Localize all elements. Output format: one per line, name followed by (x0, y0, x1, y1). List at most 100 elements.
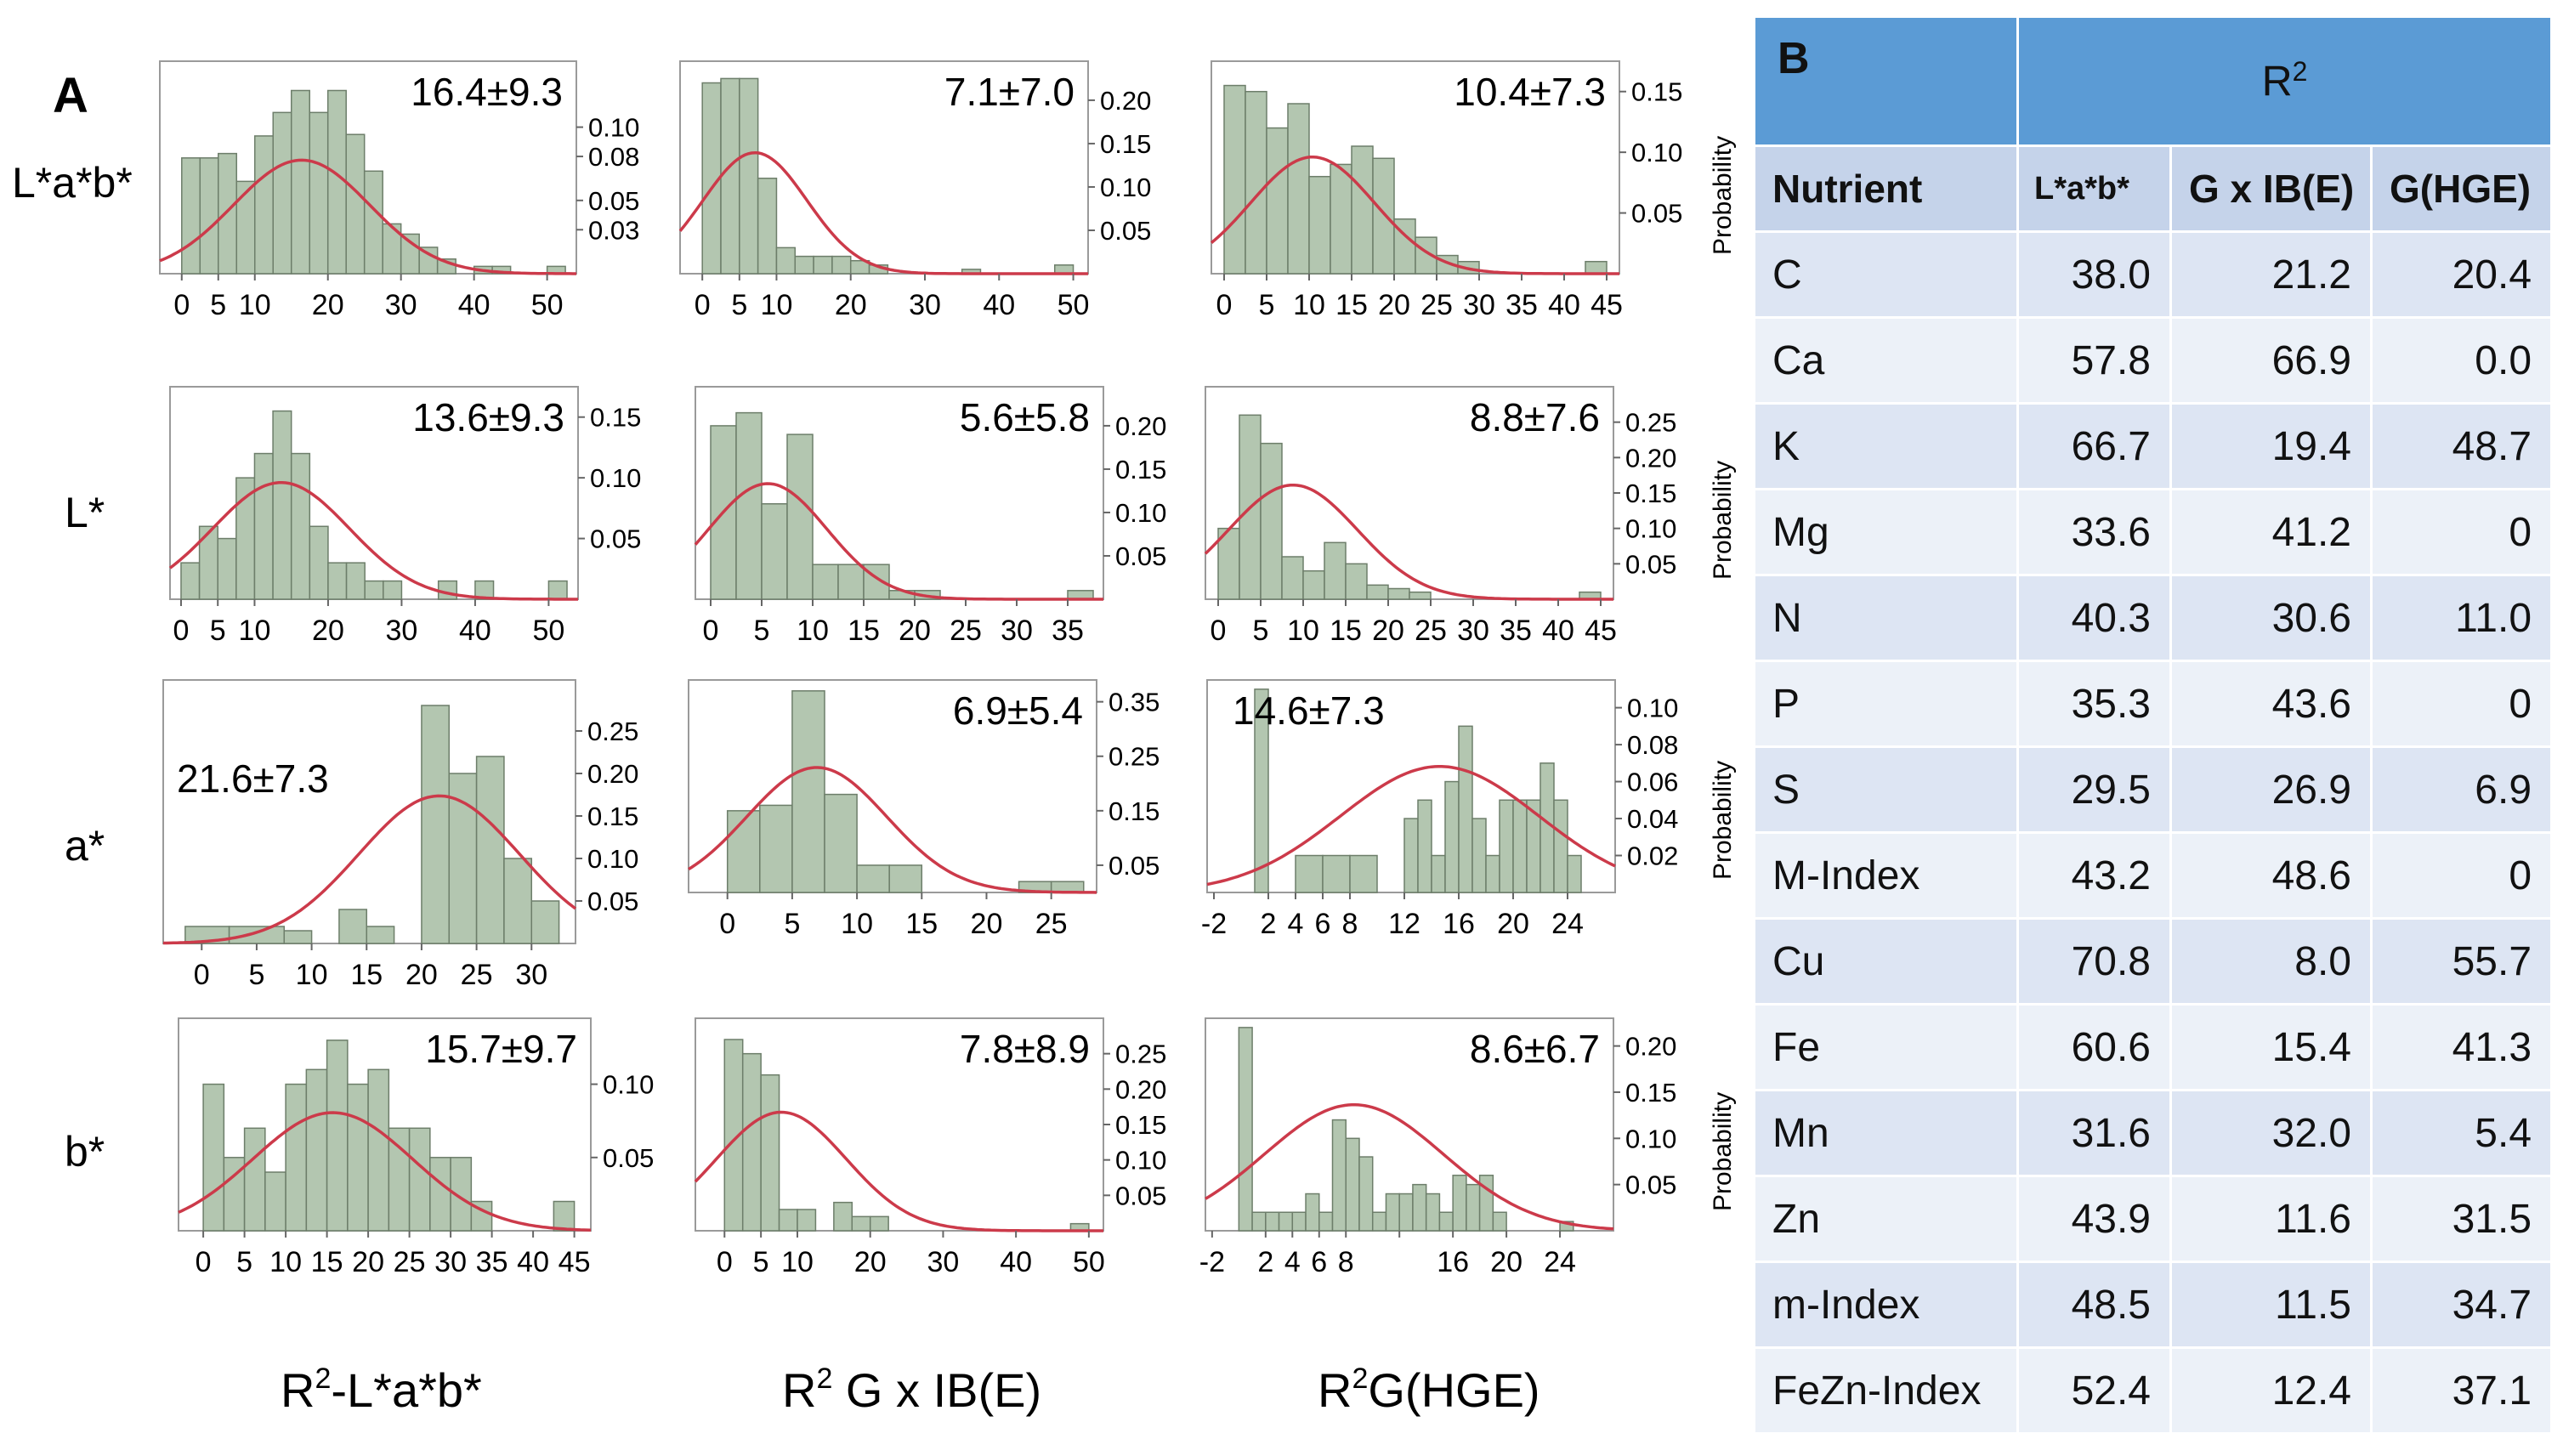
x-tick-label: 5 (731, 289, 747, 321)
y-tick-label: 0.05 (1625, 1170, 1676, 1200)
x-tick-label: 0 (719, 908, 735, 940)
histogram-bar (1444, 780, 1460, 893)
histogram-bar (421, 705, 451, 944)
y-tick-label: 0.15 (590, 403, 641, 433)
y-tick-label: 0.15 (1625, 479, 1676, 508)
histogram-bar (735, 411, 763, 600)
histogram-bar (831, 255, 852, 275)
x-tick-label: 50 (1058, 289, 1090, 321)
histogram-bar (710, 425, 737, 600)
histogram-bar (1431, 854, 1446, 893)
x-tick-label: 40 (1542, 615, 1574, 647)
histogram-bar (283, 930, 313, 944)
y-tick-label: 0.15 (1100, 129, 1151, 159)
histogram-bar (326, 1040, 349, 1232)
r2-value-cell: 5.4 (2369, 1089, 2554, 1177)
table-row: P 35.3 43.6 0 (1753, 660, 2554, 748)
histogram-bar (741, 1052, 762, 1232)
x-tick-label: 10 (781, 1246, 814, 1278)
x-tick-label: 30 (1001, 615, 1033, 647)
normal-fit-curve (688, 766, 1097, 894)
r2-value-cell: 60.6 (2016, 1003, 2172, 1091)
histogram-bar (1398, 1193, 1414, 1232)
histogram-bar (180, 562, 201, 600)
histogram-bar (1278, 1211, 1294, 1232)
histogram-bar (503, 858, 533, 944)
r2-value-cell: 52.4 (2016, 1346, 2172, 1435)
table-row: Fe 60.6 15.4 41.3 (1753, 1003, 2554, 1091)
r2-header: R2 (2016, 15, 2554, 147)
r2-value-cell: 57.8 (2016, 316, 2172, 405)
histogram-bar (400, 233, 420, 275)
histogram-bar (199, 157, 219, 275)
y-tick-label: 0.25 (1625, 408, 1676, 438)
row-label-l: L* (65, 489, 105, 536)
table-row: FeZn-Index 52.4 12.4 37.1 (1753, 1346, 2554, 1435)
r2-value-cell: 21.2 (2169, 230, 2373, 319)
histogram-bar (1251, 1211, 1267, 1232)
x-tick-label: 25 (1415, 615, 1447, 647)
x-tick-label: 20 (1378, 289, 1410, 321)
histogram-bar (1291, 1211, 1307, 1232)
y-tick-label: 0.05 (1115, 1181, 1166, 1210)
r2-value-cell: 0 (2369, 660, 2554, 748)
r2-value-cell: 43.6 (2169, 660, 2373, 748)
nutrient-cell: Mn (1753, 1089, 2019, 1177)
x-tick-label: 0 (196, 1246, 212, 1278)
panel-a-histograms: A L*a*b* L* a* b* R2-L*a*b* R2 G x IB(E)… (12, 60, 1737, 1417)
x-tick-label: 2 (1261, 908, 1277, 940)
normal-fit-curve (178, 1111, 592, 1232)
x-tick-label: 0 (194, 959, 210, 991)
row-label-a: a* (65, 822, 105, 870)
histogram-bar (1324, 541, 1347, 600)
table-row: Mn 31.6 32.0 5.4 (1753, 1089, 2554, 1177)
y-tick-label: 0.10 (1100, 173, 1151, 202)
histogram-bar (1330, 163, 1352, 275)
x-tick-label: 0 (703, 615, 719, 647)
histogram-r0c0: 0 5 10 20 30 40 50 0.030.05 0.080.10 16.4±9.3 (159, 60, 639, 321)
histogram-bar (429, 1157, 451, 1232)
histogram-bar (1349, 854, 1378, 893)
histogram-bar (1372, 157, 1395, 275)
histogram-bar (1351, 145, 1374, 275)
y-tick-label: 0.05 (1100, 216, 1151, 246)
x-tick-label: 25 (1035, 908, 1068, 940)
histogram-bar (272, 410, 292, 600)
x-tick-label: 25 (1420, 289, 1453, 321)
x-tick-label: 0 (1211, 615, 1227, 647)
r2-value-cell: 12.4 (2169, 1346, 2373, 1435)
nutrient-cell: K (1753, 402, 2019, 490)
histogram-bar (1540, 762, 1555, 893)
y-tick-label: 0.10 (603, 1070, 654, 1100)
r2-value-cell: 66.7 (2016, 402, 2172, 490)
x-tick-label: 10 (761, 289, 793, 321)
x-tick-label: 5 (210, 289, 226, 321)
histogram-bar (1438, 1211, 1454, 1232)
r2-value-cell: 33.6 (2016, 488, 2172, 576)
probability-label-row1: Probability (1709, 136, 1737, 255)
histogram-bar (1345, 563, 1368, 600)
y-tick-label: 0.10 (590, 463, 641, 493)
panel-a-label: A (53, 68, 88, 123)
histogram-bar (1417, 799, 1432, 893)
r2-value-cell: 26.9 (2169, 745, 2373, 834)
y-tick-label: 0.05 (603, 1143, 654, 1173)
histogram-bar (1458, 725, 1473, 893)
x-tick-label: 5 (753, 1246, 769, 1278)
histogram-bar (388, 1127, 411, 1232)
histogram-bar (856, 864, 890, 893)
histogram-bar (813, 255, 833, 275)
histogram-bar (824, 793, 858, 893)
x-tick-label: 30 (515, 959, 547, 991)
x-tick-label: 24 (1551, 908, 1584, 940)
histogram-bar (1553, 799, 1568, 893)
histogram-r1c2: 0 5 10 15 20 25 30 35 40 45 0.05 0.10 0.15 0.20 0.25 8.… (1204, 386, 1676, 647)
x-tick-label: 12 (1388, 908, 1420, 940)
x-tick-label: 8 (1338, 1246, 1354, 1278)
x-tick-label: 20 (1490, 1246, 1522, 1278)
histogram-bar (1245, 90, 1267, 275)
histogram-bar (272, 111, 292, 275)
histogram-bar (305, 1068, 328, 1232)
histogram-bar (218, 152, 238, 275)
mean-sd-label: 8.8±7.6 (1470, 395, 1600, 439)
